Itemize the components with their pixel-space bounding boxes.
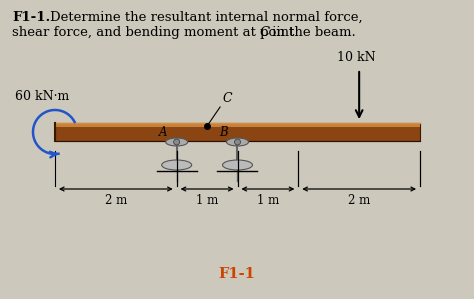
Text: in the beam.: in the beam. xyxy=(268,26,356,39)
Text: 1 m: 1 m xyxy=(196,194,218,207)
Ellipse shape xyxy=(227,138,248,146)
Circle shape xyxy=(173,139,180,145)
Ellipse shape xyxy=(166,138,188,146)
Text: F1-1.: F1-1. xyxy=(12,11,50,24)
Ellipse shape xyxy=(222,160,253,170)
Text: Determine the resultant internal normal force,: Determine the resultant internal normal … xyxy=(50,11,363,24)
Text: 60 kN·m: 60 kN·m xyxy=(15,90,69,103)
Text: C: C xyxy=(259,26,269,39)
Text: shear force, and bending moment at point: shear force, and bending moment at point xyxy=(12,26,299,39)
Text: 2 m: 2 m xyxy=(348,194,370,207)
Text: B: B xyxy=(219,126,228,139)
Text: C: C xyxy=(222,92,232,105)
Text: 2 m: 2 m xyxy=(105,194,127,207)
Bar xyxy=(55,123,420,127)
Text: F1-1: F1-1 xyxy=(219,267,255,281)
Bar xyxy=(55,123,420,141)
Circle shape xyxy=(235,139,240,145)
Text: 10 kN: 10 kN xyxy=(337,51,376,64)
Text: A: A xyxy=(159,126,167,139)
Text: 1 m: 1 m xyxy=(257,194,279,207)
Ellipse shape xyxy=(162,160,191,170)
